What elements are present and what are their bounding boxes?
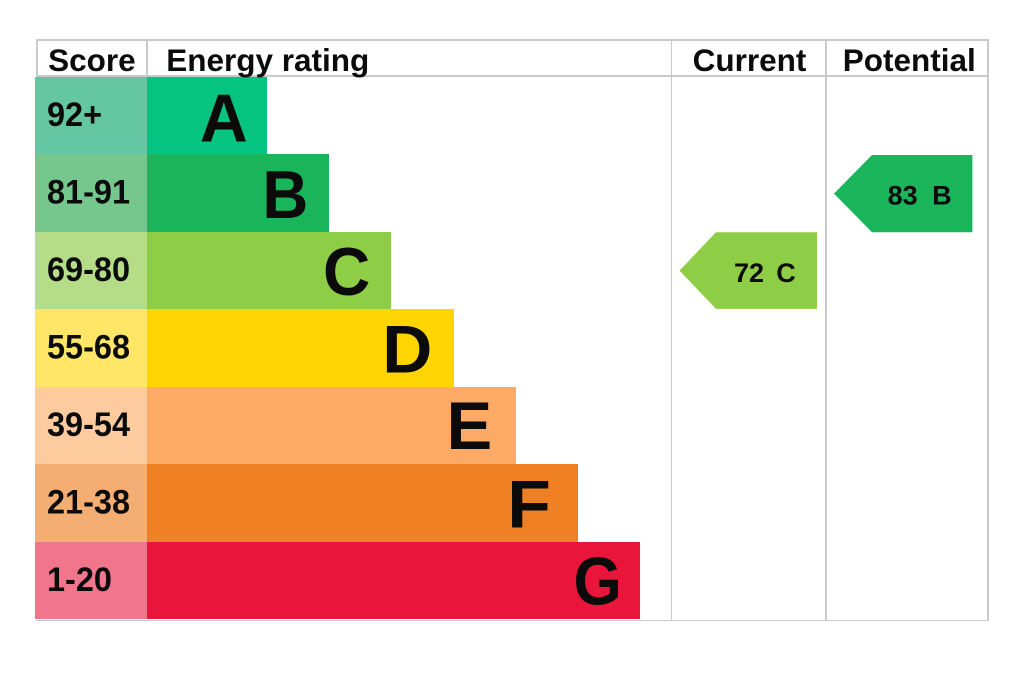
svg-text:81-91: 81-91	[47, 174, 130, 212]
svg-text:Potential: Potential	[843, 42, 976, 78]
svg-text:B: B	[262, 156, 308, 232]
svg-text:39-54: 39-54	[47, 407, 131, 445]
svg-text:21-38: 21-38	[47, 484, 130, 522]
svg-text:1-20: 1-20	[47, 562, 112, 600]
svg-text:Energy rating: Energy rating	[166, 42, 369, 78]
svg-text:Current: Current	[693, 42, 807, 78]
svg-text:C: C	[323, 235, 370, 310]
svg-text:Score: Score	[48, 42, 136, 78]
svg-text:69-80: 69-80	[47, 252, 130, 290]
svg-text:E: E	[447, 388, 493, 464]
svg-text:92+: 92+	[47, 96, 102, 134]
svg-text:G: G	[574, 543, 622, 619]
svg-text:C: C	[776, 258, 796, 288]
svg-text:B: B	[932, 180, 952, 210]
svg-text:83: 83	[888, 180, 918, 210]
svg-text:55-68: 55-68	[47, 329, 130, 367]
svg-text:72: 72	[734, 258, 764, 288]
svg-text:F: F	[507, 466, 551, 542]
svg-text:A: A	[200, 81, 248, 157]
svg-text:D: D	[382, 311, 432, 387]
